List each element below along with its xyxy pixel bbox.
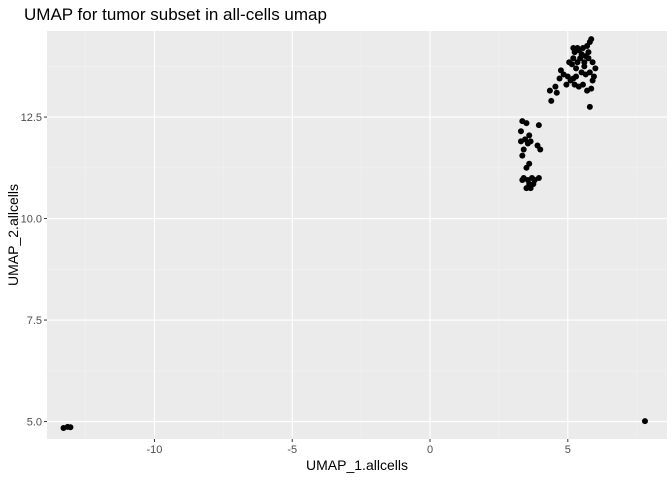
data-point	[548, 97, 555, 104]
data-point	[579, 81, 586, 88]
x-tick-label: -10	[147, 444, 163, 456]
data-point	[517, 128, 524, 135]
data-point	[527, 138, 534, 145]
data-point	[581, 63, 588, 70]
data-point	[535, 122, 542, 129]
data-points	[60, 36, 648, 432]
data-point	[590, 73, 597, 80]
data-point	[578, 69, 585, 76]
data-point	[517, 138, 524, 145]
y-axis: 5.0 7.5 10.0 12.5	[21, 112, 47, 429]
data-point	[537, 146, 544, 153]
data-point	[586, 103, 593, 110]
x-axis: -10 -5 0 5	[147, 439, 571, 456]
data-point	[535, 174, 542, 181]
y-tick-label: 7.5	[27, 315, 42, 327]
x-tick-label: 0	[427, 444, 433, 456]
data-point	[527, 185, 534, 192]
data-point	[553, 89, 560, 96]
data-point	[523, 164, 530, 171]
data-point	[574, 45, 581, 52]
data-point	[520, 146, 527, 153]
data-point	[519, 176, 526, 183]
data-point	[566, 59, 573, 66]
chart-title: UMAP for tumor subset in all-cells umap	[24, 5, 327, 24]
data-point	[546, 87, 553, 94]
data-point	[588, 85, 595, 92]
x-axis-title: UMAP_1.allcells	[306, 457, 408, 473]
data-point	[523, 120, 530, 127]
x-tick-label: 5	[565, 444, 571, 456]
data-point	[641, 418, 648, 425]
data-point	[552, 83, 559, 90]
plot-panel	[47, 31, 667, 439]
data-point	[519, 152, 526, 159]
data-point	[573, 73, 580, 80]
data-point	[523, 185, 530, 192]
x-tick-label: -5	[287, 444, 297, 456]
data-point	[556, 75, 563, 82]
data-point	[585, 49, 592, 56]
y-tick-label: 12.5	[21, 112, 42, 124]
data-point	[570, 55, 577, 62]
data-point	[557, 67, 564, 74]
minor-gridlines	[47, 31, 667, 439]
y-tick-label: 10.0	[21, 214, 42, 226]
data-point	[592, 65, 599, 72]
data-point	[570, 45, 577, 52]
data-point	[563, 81, 570, 88]
y-axis-title: UMAP_2.allcells	[5, 184, 21, 286]
data-point	[589, 59, 596, 66]
data-point	[588, 36, 595, 43]
major-gridlines	[47, 31, 667, 439]
data-point	[526, 132, 533, 139]
data-point	[573, 65, 580, 72]
y-tick-label: 5.0	[27, 417, 42, 429]
data-point	[67, 424, 74, 431]
